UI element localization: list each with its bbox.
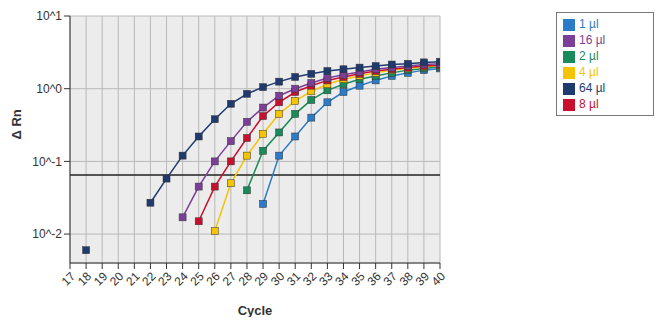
- svg-text:33: 33: [316, 269, 336, 289]
- html-text:4 µl: 4 µl: [579, 65, 599, 79]
- svg-text:19: 19: [91, 269, 111, 289]
- svg-text:30: 30: [267, 269, 288, 289]
- svg-text:25: 25: [187, 269, 207, 289]
- html-text:1 µl: 1 µl: [579, 17, 599, 31]
- svg-text:21: 21: [123, 269, 143, 289]
- svg-text:20: 20: [107, 269, 127, 289]
- svg-text:24: 24: [171, 269, 191, 289]
- svg-text:38: 38: [396, 269, 416, 289]
- svg-text:17: 17: [58, 269, 79, 289]
- svg-text:10^-1: 10^-1: [32, 155, 62, 169]
- svg-text:34: 34: [332, 269, 352, 289]
- svg-text:18: 18: [74, 269, 95, 289]
- svg-text:27: 27: [219, 269, 239, 289]
- html-text:16 µl: 16 µl: [579, 33, 606, 47]
- svg-text:23: 23: [155, 269, 175, 289]
- svg-text:35: 35: [348, 269, 368, 289]
- svg-text:10^1: 10^1: [36, 9, 62, 23]
- svg-text:28: 28: [235, 269, 256, 289]
- svg-text:32: 32: [300, 269, 320, 289]
- svg-text:39: 39: [412, 269, 433, 289]
- html-text:2 µl: 2 µl: [579, 49, 599, 63]
- svg-text:Cycle: Cycle: [238, 303, 273, 317]
- html-text:64 µl: 64 µl: [579, 81, 606, 95]
- svg-text:10^-2: 10^-2: [32, 227, 62, 241]
- svg-text:22: 22: [139, 269, 159, 289]
- svg-text:37: 37: [380, 269, 400, 289]
- svg-text:26: 26: [203, 269, 223, 289]
- svg-text:10^0: 10^0: [36, 82, 62, 96]
- svg-text:36: 36: [364, 269, 384, 289]
- svg-text:29: 29: [251, 269, 272, 289]
- html-text:8 µl: 8 µl: [579, 97, 599, 111]
- svg-text:Δ Rn: Δ Rn: [9, 109, 24, 139]
- svg-text:31: 31: [284, 269, 304, 289]
- svg-text:40: 40: [429, 269, 449, 289]
